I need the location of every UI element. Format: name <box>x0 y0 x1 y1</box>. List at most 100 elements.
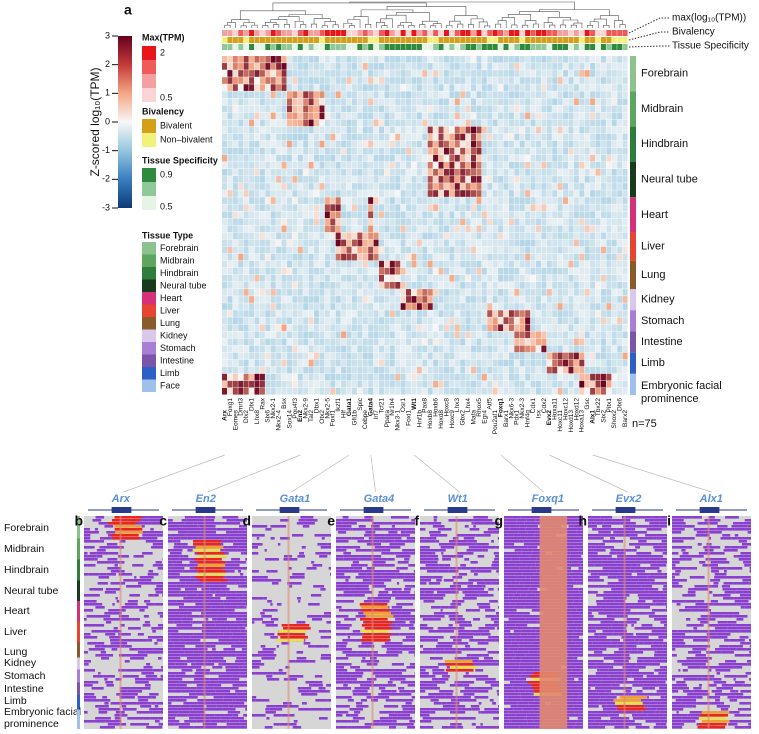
heatmap-cell <box>476 183 481 190</box>
heatmap-cell <box>244 388 249 395</box>
heatmap-cell <box>417 303 422 310</box>
heatmap-cell <box>439 240 444 247</box>
heatmap-cell <box>612 197 617 204</box>
track-segment <box>200 525 216 528</box>
dendrogram-branch <box>273 25 278 28</box>
track-segment <box>84 681 95 684</box>
heatmap-cell <box>525 162 530 169</box>
heatmap-cell <box>606 388 611 395</box>
heatmap-cell <box>590 70 595 77</box>
heatmap-cell <box>449 77 454 84</box>
heatmap-cell <box>498 346 503 353</box>
annotation-cell <box>233 44 238 50</box>
heatmap-cell <box>466 240 471 247</box>
heatmap-cell <box>314 346 319 353</box>
heatmap-cell <box>411 120 416 127</box>
annotation-cell <box>563 30 568 36</box>
heatmap-cell <box>466 98 471 105</box>
track-segment <box>142 552 153 555</box>
heatmap-cell <box>314 331 319 338</box>
heatmap-cell <box>541 346 546 353</box>
track-segment <box>224 696 239 699</box>
heatmap-cell <box>531 176 536 183</box>
heatmap-cell <box>568 211 573 218</box>
heatmap-cell <box>244 296 249 303</box>
track-segment <box>194 522 198 525</box>
heatmap-cell <box>292 197 297 204</box>
track-segment <box>226 669 236 672</box>
heatmap-cell <box>541 190 546 197</box>
track-segment <box>132 639 147 642</box>
track-segment <box>182 618 193 621</box>
heatmap-cell <box>466 296 471 303</box>
track-segment <box>189 711 204 714</box>
track-segment <box>148 594 153 597</box>
heatmap-cell <box>384 204 389 211</box>
heatmap-cell <box>563 388 568 395</box>
heatmap-cell <box>374 197 379 204</box>
track-segment <box>170 522 185 525</box>
heatmap-cell <box>347 317 352 324</box>
heatmap-cell <box>411 346 416 353</box>
heatmap-cell <box>509 148 514 155</box>
legend-label: Neural tube <box>160 280 207 290</box>
heatmap-cell <box>298 367 303 374</box>
heatmap-cell <box>487 346 492 353</box>
heatmap-cell <box>617 233 622 240</box>
heatmap-cell <box>520 360 525 367</box>
heatmap-cell <box>298 169 303 176</box>
heatmap-cell <box>487 155 492 162</box>
swatch <box>142 119 156 133</box>
heatmap-cell <box>249 190 254 197</box>
tissue-bar <box>77 710 80 730</box>
heatmap-cell <box>596 226 601 233</box>
heatmap-cell <box>298 141 303 148</box>
heatmap-cell <box>363 211 368 218</box>
heatmap-cell <box>460 310 465 317</box>
heatmap-cell <box>482 339 487 346</box>
heatmap-cell <box>525 197 530 204</box>
track-segment <box>303 525 310 528</box>
track-segment <box>192 708 203 711</box>
heatmap-cell <box>514 56 519 63</box>
heatmap-cell <box>384 303 389 310</box>
heatmap-cell <box>265 218 270 225</box>
heatmap-cell <box>541 56 546 63</box>
track-segment <box>159 651 163 654</box>
track-segment <box>113 543 118 546</box>
heatmap-cell <box>503 324 508 331</box>
heatmap-cell <box>325 296 330 303</box>
heatmap-cell <box>449 261 454 268</box>
heatmap-cell <box>493 211 498 218</box>
heatmap-cell <box>357 176 362 183</box>
heatmap-cell <box>254 367 259 374</box>
heatmap-cell <box>509 56 514 63</box>
annotation-cell <box>444 37 449 43</box>
heatmap-cell <box>309 254 314 261</box>
heatmap-cell <box>536 317 541 324</box>
heatmap-cell <box>606 211 611 218</box>
heatmap-cell <box>368 63 373 70</box>
track-segment <box>178 576 190 579</box>
track-segment <box>88 564 96 567</box>
heatmap-cell <box>493 303 498 310</box>
heatmap-cell <box>606 233 611 240</box>
heatmap-cell <box>244 254 249 261</box>
track-segment <box>84 564 88 567</box>
heatmap-cell <box>520 127 525 134</box>
track-segment <box>155 588 163 591</box>
heatmap-cell <box>314 367 319 374</box>
heatmap-cell <box>265 63 270 70</box>
heatmap-cell <box>330 77 335 84</box>
heatmap-cell <box>260 169 265 176</box>
heatmap-cell <box>590 84 595 91</box>
heatmap-cell <box>509 204 514 211</box>
heatmap-cell <box>298 346 303 353</box>
heatmap-cell <box>449 127 454 134</box>
annotation-cell <box>222 37 227 43</box>
heatmap-cell <box>233 134 238 141</box>
track-segment <box>146 663 150 666</box>
heatmap-cell <box>471 204 476 211</box>
dendrogram-branch <box>449 21 460 25</box>
heatmap-cell <box>541 84 546 91</box>
